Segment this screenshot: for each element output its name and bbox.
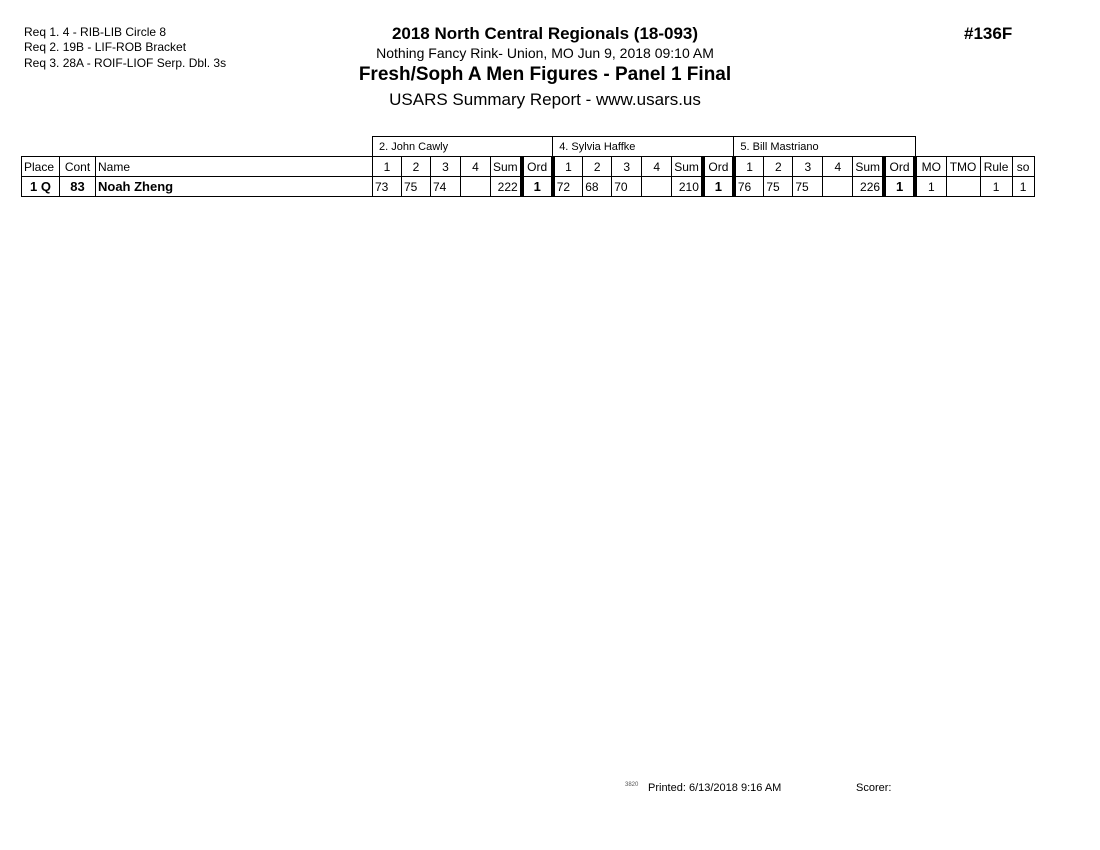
column-header-judge1-1: 1 (372, 156, 402, 177)
ord-cell: 1 (519, 176, 554, 197)
column-header-judge3-2: 2 (763, 156, 794, 177)
event-number: #136F (964, 24, 1013, 43)
column-header-judge1-2: 2 (401, 156, 431, 177)
column-header-place: Place (21, 156, 60, 177)
column-header-judge2-ord: Ord (700, 156, 735, 177)
column-header-judge1-4: 4 (460, 156, 491, 177)
ord-cell: 1 (700, 176, 735, 197)
judge-header-row: 2. John Cawly 4. Sylvia Haffke 5. Bill Mas… (22, 136, 1035, 157)
judge-name: 2. John Cawly (371, 136, 554, 157)
score-cell (641, 176, 673, 197)
column-header-judge2-4: 4 (641, 156, 673, 177)
column-header-judge3-1: 1 (731, 156, 765, 177)
column-header-judge3-4: 4 (822, 156, 854, 177)
column-header-judge3-sum: Sum (852, 156, 885, 177)
blank-cell (915, 136, 1035, 157)
column-header-name: Name (95, 156, 373, 177)
name-cell: Noah Zheng (95, 176, 373, 197)
sum-cell: 226 (852, 176, 885, 197)
competition-title: 2018 North Central Regionals (18-093) (391, 24, 699, 43)
score-cell: 72 (550, 176, 584, 197)
score-cell: 75 (792, 176, 824, 197)
column-header-row: Place Cont Name 1 2 3 4 Sum Ord 1 2 3 4 Sum Ord 1 2 3 4 Sum… (21, 156, 1035, 177)
blank-cell (22, 137, 373, 157)
column-header-judge2-1: 1 (550, 156, 584, 177)
location-date: Nothing Fancy Rink- Union, MO Jun 9, 201… (376, 45, 714, 61)
column-header-mo: MO (913, 156, 947, 177)
event-title: Fresh/Soph A Men Figures - Panel 1 Final (358, 64, 732, 85)
requirement-1: Req 1. 4 - RIB-LIB Circle 8 (24, 25, 167, 39)
printed-date: Printed: 6/13/2018 9:16 AM (648, 782, 782, 794)
ord-cell: 1 (882, 176, 916, 197)
column-header-rule: Rule (979, 156, 1013, 177)
column-header-judge1-sum: Sum (489, 156, 523, 177)
score-cell: 76 (731, 176, 765, 197)
score-cell: 73 (372, 176, 402, 197)
place-cell: 1 Q (21, 176, 60, 197)
sum-cell: 222 (489, 176, 523, 197)
column-header-judge1-3: 3 (430, 156, 461, 177)
report-code: 3820 (625, 782, 639, 788)
tmo-cell (945, 176, 981, 197)
mo-cell: 1 (913, 176, 947, 197)
judge-name: 5. Bill Mastriano (733, 136, 916, 157)
column-header-judge3-3: 3 (792, 156, 824, 177)
report-title: USARS Summary Report - www.usars.us (389, 90, 701, 109)
score-cell: 70 (611, 176, 643, 197)
column-header-so: so (1011, 156, 1035, 177)
column-header-judge2-sum: Sum (671, 156, 704, 177)
score-cell (822, 176, 854, 197)
column-header-judge1-ord: Ord (519, 156, 554, 177)
score-cell (460, 176, 491, 197)
score-cell: 75 (763, 176, 794, 197)
requirement-3: Req 3. 28A - ROIF-LIOF Serp. Dbl. 3s (24, 56, 227, 70)
score-cell: 75 (401, 176, 431, 197)
rule-cell: 1 (979, 176, 1013, 197)
score-cell: 74 (430, 176, 461, 197)
column-header-judge2-2: 2 (582, 156, 613, 177)
column-header-cont: Cont (59, 156, 96, 177)
column-header-judge2-3: 3 (611, 156, 643, 177)
so-cell: 1 (1011, 176, 1035, 197)
cont-cell: 83 (59, 176, 96, 197)
scorer-label: Scorer: (856, 782, 892, 794)
table-row: 1 Q 83 Noah Zheng 73 75 74 222 1 72 68 70 210 1 76 75 7… (21, 176, 1035, 197)
judge-name: 4. Sylvia Haffke (552, 136, 735, 157)
score-cell: 68 (582, 176, 613, 197)
column-header-judge3-ord: Ord (882, 156, 916, 177)
results-table: 2. John Cawly 4. Sylvia Haffke 5. Bill Mas… (21, 136, 1035, 197)
column-header-tmo: TMO (945, 156, 981, 177)
requirement-2: Req 2. 19B - LIF-ROB Bracket (24, 40, 187, 54)
sum-cell: 210 (671, 176, 704, 197)
